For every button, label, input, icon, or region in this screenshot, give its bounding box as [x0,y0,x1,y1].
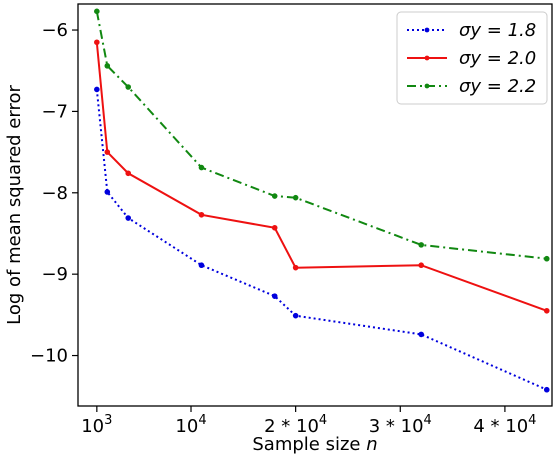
series-layer [94,8,550,393]
legend: σy = 1.8 σy = 2.0 σy = 2.2 [396,11,548,105]
data-point [198,211,205,218]
data-point [104,63,111,69]
data-point [418,331,425,338]
x-tick-exponent: 4 [424,413,432,428]
x-axis: 103 104 2 * 104 3 * 104 4 * 104 [81,406,536,437]
data-point [271,224,278,231]
data-point [198,262,205,269]
legend-label: σy = 2.2 [459,76,536,97]
data-point [125,215,132,221]
legend-item: σy = 2.0 [407,48,536,69]
y-axis: −6 −7 −8 −9 −10 [30,20,78,367]
y-tick-label: −8 [41,183,68,204]
x-tick-label: 103 [81,413,112,437]
data-point [94,39,100,46]
data-point [198,164,205,171]
data-point [271,193,278,199]
data-point [125,170,132,177]
x-tick-label: 104 [175,413,206,437]
data-point [94,86,100,93]
y-tick-label: −9 [41,264,68,285]
x-axis-label-variable: n [366,434,377,455]
x-tick-exponent: 4 [198,413,206,428]
x-tick-exponent: 4 [319,413,327,428]
data-point [292,194,299,201]
series-3 [94,8,550,262]
data-point [104,189,111,195]
legend-box [396,11,548,105]
plot-area [77,3,553,407]
data-point [543,386,550,393]
data-point [271,293,278,299]
legend-marker [424,83,430,89]
legend-label: σy = 2.0 [459,48,536,69]
x-tick-base: 3 * 10 [369,416,424,437]
plot-frame [77,3,553,407]
x-tick-base: 10 [175,416,198,437]
data-point [418,242,425,248]
data-point [543,307,550,314]
data-point [125,84,132,90]
x-tick-base: 2 * 10 [264,416,319,437]
x-tick-exponent: 3 [104,413,112,428]
y-tick-label: −7 [41,101,68,122]
x-tick-label: 2 * 104 [264,413,327,437]
legend-item: σy = 2.2 [407,76,536,97]
legend-marker [424,55,430,61]
data-point [418,262,425,269]
x-axis-label: Sample size n [252,434,377,455]
data-point [94,8,100,15]
series-line [95,11,547,260]
x-tick-base: 10 [81,416,104,437]
x-tick-base: 4 * 10 [473,416,528,437]
data-point [292,312,299,319]
x-tick-exponent: 4 [528,413,536,428]
y-axis-label: Log of mean squared error [4,85,25,325]
series-1 [94,86,550,393]
x-axis-label-text: Sample size [252,434,360,455]
x-tick-label: 3 * 104 [369,413,432,437]
y-tick-label: −10 [30,346,68,367]
data-point [104,149,111,155]
series-2 [94,39,550,314]
legend-marker [424,27,430,33]
series-line [95,42,548,312]
legend-label: σy = 1.8 [459,20,536,41]
x-tick-label: 4 * 104 [473,413,536,437]
y-tick-label: −6 [41,20,68,41]
data-point [292,264,299,271]
series-line [95,89,548,391]
data-point [543,255,550,262]
legend-item: σy = 1.8 [407,20,536,41]
